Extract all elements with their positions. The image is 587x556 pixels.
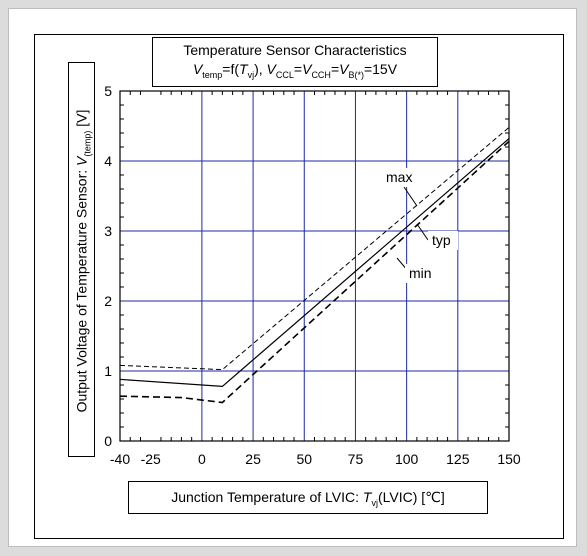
annotation-bg-typ xyxy=(428,231,458,250)
chart-subtitle: Vtemp=f(Tvj), VCCL=VCCH=VB(*)=15V xyxy=(192,61,398,80)
y-tick-label: 4 xyxy=(104,153,112,169)
annotation-label-max: max xyxy=(386,169,412,185)
x-tick-label: 25 xyxy=(245,451,261,467)
y-tick-label: 1 xyxy=(104,363,112,379)
plot-area xyxy=(120,91,509,441)
x-axis-label-box: Junction Temperature of LVIC: Tvj(LVIC) … xyxy=(128,481,488,514)
x-axis-label: Junction Temperature of LVIC: Tvj(LVIC) … xyxy=(171,489,445,508)
series-line-max xyxy=(119,127,510,371)
x-tick-label: 0 xyxy=(198,451,206,467)
annotation-label-typ: typ xyxy=(432,232,451,248)
x-tick-label: 150 xyxy=(497,451,521,467)
x-tick-label: -25 xyxy=(141,451,161,467)
annotation-leader-max xyxy=(403,186,418,207)
plot-border xyxy=(119,90,510,442)
x-tick-label: -40 xyxy=(110,451,130,467)
x-tick-label: 125 xyxy=(446,451,470,467)
x-tick-label: 100 xyxy=(395,451,419,467)
x-tick-label: 50 xyxy=(296,451,312,467)
series-line-min xyxy=(119,140,510,404)
chart-title: Temperature Sensor Characteristics xyxy=(183,42,407,58)
x-tick-label: 75 xyxy=(348,451,364,467)
annotation-leader-typ xyxy=(416,223,429,241)
y-tick-label: 2 xyxy=(104,293,112,309)
annotation-bg-min xyxy=(405,264,437,283)
annotation-label-min: min xyxy=(409,265,432,281)
y-tick-label: 0 xyxy=(104,433,112,449)
annotation-bg-max xyxy=(382,168,420,187)
chart-title-box: Temperature Sensor Characteristics Vtemp… xyxy=(152,37,438,87)
y-tick-label: 5 xyxy=(104,83,112,99)
y-axis-label-box: Output Voltage of Temperature Sensor: V(… xyxy=(68,62,95,457)
y-tick-label: 3 xyxy=(104,223,112,239)
series-line-typ xyxy=(119,138,510,388)
y-axis-label: Output Voltage of Temperature Sensor: V(… xyxy=(73,109,93,413)
chart-border xyxy=(34,34,564,539)
